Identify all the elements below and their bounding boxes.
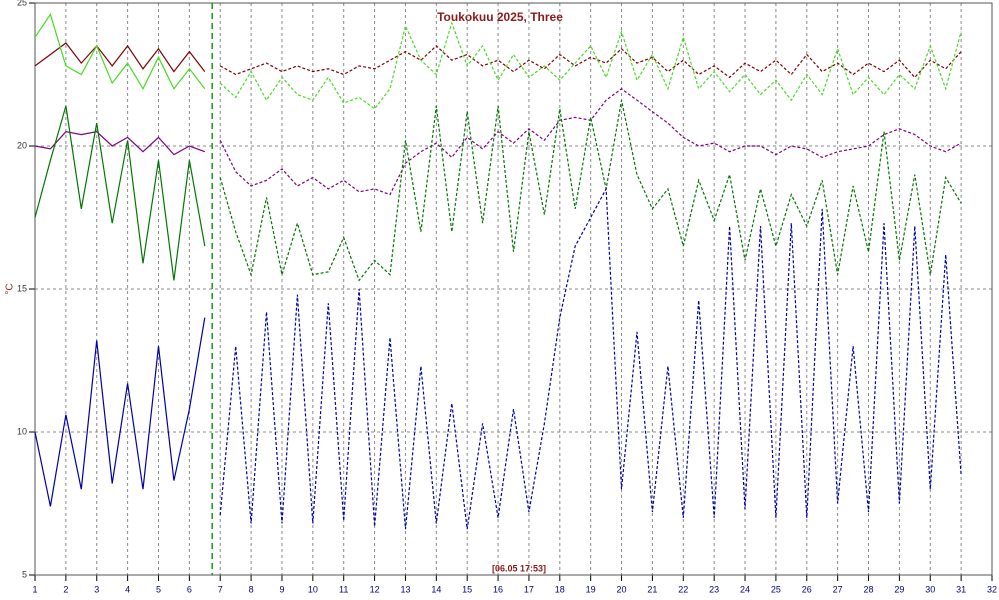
series-line <box>219 45 962 79</box>
x-tick-label: 16 <box>493 584 503 594</box>
x-tick-label: 11 <box>339 584 348 594</box>
x-tick-label: 25 <box>771 584 781 594</box>
x-tick-label: 15 <box>462 584 472 594</box>
x-tick-label: 30 <box>925 584 935 594</box>
x-tick-label: 21 <box>647 584 657 594</box>
x-tick-label: 28 <box>864 584 874 594</box>
y-tick-label: 10 <box>17 426 27 436</box>
y-axis-label: °C <box>5 283 16 294</box>
annotation: [06.05 17:53] <box>492 563 546 573</box>
x-tick-label: 23 <box>709 584 719 594</box>
series-line <box>34 105 206 281</box>
x-tick-label: 4 <box>125 584 130 594</box>
series-line <box>34 13 206 91</box>
x-tick-label: 10 <box>308 584 318 594</box>
x-tick-label: 31 <box>956 584 966 594</box>
x-tick-label: 27 <box>833 584 843 594</box>
x-tick-label: 3 <box>94 584 99 594</box>
series-line <box>219 100 962 282</box>
x-tick-label: 12 <box>370 584 380 594</box>
x-tick-label: 24 <box>740 584 750 594</box>
x-tick-label: 14 <box>431 584 441 594</box>
x-tick-label: 18 <box>555 584 565 594</box>
x-tick-label: 17 <box>524 584 534 594</box>
x-tick-label: 29 <box>894 584 904 594</box>
x-tick-label: 32 <box>987 584 997 594</box>
series-line <box>219 186 962 530</box>
x-tick-label: 2 <box>63 584 68 594</box>
series-line <box>34 317 206 507</box>
y-tick-label: 25 <box>17 0 27 7</box>
chart-title: Toukokuu 2025, Three <box>437 10 563 24</box>
x-tick-label: 6 <box>187 584 192 594</box>
y-tick-label: 5 <box>22 569 27 579</box>
x-tick-label: 9 <box>279 584 284 594</box>
x-tick-label: 1 <box>32 584 37 594</box>
x-tick-label: 22 <box>678 584 688 594</box>
series-line <box>34 42 206 73</box>
x-tick-label: 20 <box>617 584 627 594</box>
x-tick-label: 13 <box>400 584 410 594</box>
x-tick-label: 8 <box>249 584 254 594</box>
x-tick-label: 19 <box>586 584 596 594</box>
x-tick-label: 5 <box>156 584 161 594</box>
y-tick-label: 15 <box>17 283 27 293</box>
x-tick-label: 7 <box>218 584 223 594</box>
series-line <box>34 131 206 156</box>
y-tick-label: 20 <box>17 140 27 150</box>
x-tick-label: 26 <box>802 584 812 594</box>
plot-frame <box>34 2 993 576</box>
